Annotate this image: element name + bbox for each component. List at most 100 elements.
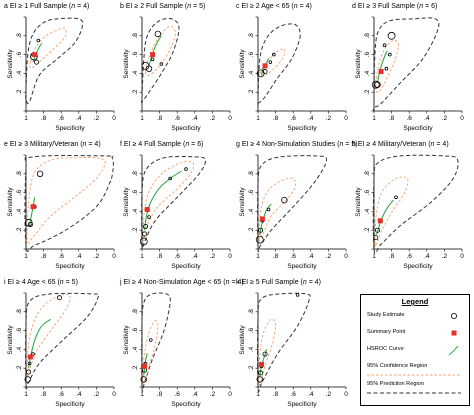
x-tick-label: .6 xyxy=(406,253,412,260)
panel-letter: a xyxy=(4,3,10,10)
x-tick-label: 0 xyxy=(112,391,116,398)
x-tick-label: 0 xyxy=(112,115,116,122)
x-tick-label: .6 xyxy=(58,391,64,398)
x-tick-label: .2 xyxy=(326,391,332,398)
x-tick-label: .2 xyxy=(326,115,332,122)
x-tick-label: 1 xyxy=(24,253,28,260)
x-tick-label: 1 xyxy=(140,115,144,122)
x-tick-label: .6 xyxy=(290,253,296,260)
x-tick-label: 0 xyxy=(112,253,116,260)
x-tick-label: .6 xyxy=(174,115,180,122)
y-tick-label: .4 xyxy=(16,346,23,352)
hsroc-curve xyxy=(259,349,268,376)
y-tick-label: .8 xyxy=(364,171,371,177)
hsroc-curve xyxy=(148,35,162,67)
x-tick-label: .4 xyxy=(192,253,198,260)
y-axis-label: Sensitivity xyxy=(239,187,246,217)
study-estimate xyxy=(384,66,389,71)
y-tick-label: .6 xyxy=(132,328,139,334)
confidence-region xyxy=(26,156,106,245)
chart-h: 1 .8 .6 .4 .2 0 .8 .6 .4 .2 Specificity Sensitivity xyxy=(355,154,464,270)
panel-letter: b xyxy=(120,3,126,10)
axes xyxy=(257,17,346,112)
axes xyxy=(141,17,230,112)
panel-title-text: EI ≥ 4 Military/Veteran ( xyxy=(357,141,431,148)
y-tick-label: .2 xyxy=(132,365,139,371)
panel-n: n xyxy=(82,141,87,148)
y-tick-label: .8 xyxy=(248,309,255,315)
x-tick-label: .2 xyxy=(210,253,216,260)
panel-letter: c xyxy=(236,3,242,10)
study-estimate xyxy=(295,293,300,297)
x-tick-label: 0 xyxy=(460,253,464,260)
y-tick-label: .2 xyxy=(364,89,371,95)
panel-n-value: = 4) xyxy=(75,3,90,10)
y-tick-label: .8 xyxy=(16,33,23,39)
study-estimate xyxy=(281,196,288,204)
y-axis-label: Sensitivity xyxy=(239,325,246,355)
x-tick-label: .6 xyxy=(58,115,64,122)
x-axis-label: Specificity xyxy=(171,401,201,408)
y-tick-label: .4 xyxy=(132,208,139,214)
legend-hsroc-symbol xyxy=(448,345,459,356)
x-tick-label: 0 xyxy=(228,391,232,398)
x-tick-label: 1 xyxy=(256,253,260,260)
panel-n-value: = 4) xyxy=(306,279,321,286)
y-tick-label: .4 xyxy=(248,346,255,352)
x-axis-label: Specificity xyxy=(55,125,85,132)
x-axis-label: Specificity xyxy=(403,125,433,132)
panel-a: a EI ≥ 1 Full Sample (n = 4) 1 .8 .6 .4 .2 0 .8… xyxy=(2,3,118,139)
x-tick-label: .4 xyxy=(192,391,198,398)
summary-point xyxy=(32,52,38,58)
panel-n-value: = 4) xyxy=(297,3,312,10)
prediction-region xyxy=(257,155,328,253)
confidence-region xyxy=(375,39,400,93)
study-estimate xyxy=(27,222,33,228)
x-axis-label: Specificity xyxy=(55,263,85,270)
prediction-region xyxy=(372,17,440,112)
x-tick-label: .8 xyxy=(41,253,47,260)
panel-title-text: EI ≥ 4 Non-Simulation Age < 65 ( xyxy=(123,279,226,286)
confidence-region xyxy=(26,293,71,378)
legend-study-symbol xyxy=(451,312,458,319)
study-estimate xyxy=(382,43,387,47)
x-tick-label: .6 xyxy=(290,115,296,122)
panel-title-text: EI ≥ 3 Military/Veteran ( xyxy=(9,141,83,148)
panel-d: d EI ≥ 3 Full Sample (n = 6) 1 .8 .6 .4 .2 0 .8… xyxy=(350,3,466,139)
panel-letter: k xyxy=(236,279,242,286)
summary-point xyxy=(142,363,148,369)
panel-n-value: = 5) xyxy=(63,279,78,286)
x-tick-label: .6 xyxy=(290,391,296,398)
panel-title-text: EI ≥ 1 Full Sample ( xyxy=(9,3,72,10)
legend-prediction-label: 95% Prediction Region xyxy=(367,381,424,387)
y-tick-label: .4 xyxy=(248,208,255,214)
x-tick-label: .8 xyxy=(157,391,163,398)
panel-n: n xyxy=(187,3,192,10)
x-tick-label: 1 xyxy=(372,115,376,122)
study-estimate xyxy=(373,235,379,241)
y-tick-label: .8 xyxy=(248,171,255,177)
x-tick-label: .8 xyxy=(273,115,279,122)
x-tick-label: .2 xyxy=(442,253,448,260)
study-estimate xyxy=(375,227,381,233)
chart-b: 1 .8 .6 .4 .2 0 .8 .6 .4 .2 Specificity Sensitivity xyxy=(123,16,232,132)
y-tick-label: .8 xyxy=(248,33,255,39)
chart-d: 1 .8 .6 .4 .2 0 .8 .6 .4 .2 Specificity Sensitivity xyxy=(355,16,464,132)
chart-f: 1 .8 .6 .4 .2 0 .8 .6 .4 .2 Specificity Sensitivity xyxy=(123,154,232,270)
hsroc-curve xyxy=(29,197,36,226)
chart-g: 1 .8 .6 .4 .2 0 .8 .6 .4 .2 Specificity Sensitivity xyxy=(239,154,348,270)
x-tick-label: .6 xyxy=(58,253,64,260)
panel-n: n xyxy=(302,279,307,286)
x-tick-label: 1 xyxy=(140,253,144,260)
panel-h: h EI ≥ 4 Military/Veteran (n = 4) 1 .8 .6 .4… xyxy=(350,141,466,277)
y-tick-label: .4 xyxy=(248,70,255,76)
panel-title-text: EI ≥ 4 Full Sample ( xyxy=(123,141,186,148)
panel-n-value: = 4) xyxy=(86,141,101,148)
x-tick-label: .4 xyxy=(76,115,82,122)
panel-letter: h xyxy=(352,141,358,148)
panel-title: f EI ≥ 4 Full Sample (n = 6) xyxy=(120,141,203,148)
y-tick-label: .2 xyxy=(248,89,255,95)
x-axis-label: Specificity xyxy=(287,263,317,270)
study-estimate xyxy=(142,231,148,237)
y-tick-label: .4 xyxy=(364,208,371,214)
